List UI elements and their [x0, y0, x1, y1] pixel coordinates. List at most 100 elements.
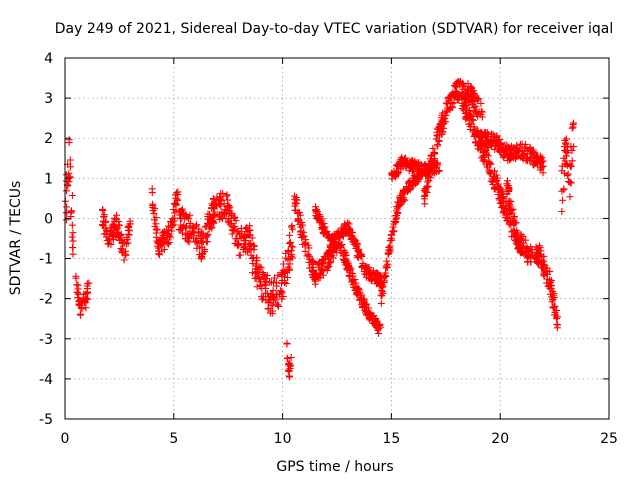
y-tick-label: 4 [44, 51, 53, 67]
data-point [533, 158, 541, 166]
data-point [282, 280, 290, 287]
data-point [166, 233, 173, 241]
data-point [469, 116, 477, 124]
data-point [68, 233, 76, 241]
data-point [315, 274, 323, 282]
data-point [437, 119, 445, 127]
data-point [376, 322, 384, 329]
x-tick-label: 0 [61, 431, 70, 447]
data-point [567, 162, 575, 170]
data-point [463, 110, 471, 118]
data-point [117, 232, 124, 240]
x-tick-label: 20 [491, 431, 509, 447]
data-point [401, 189, 409, 197]
data-point [336, 243, 344, 251]
data-point [183, 231, 191, 239]
data-point [174, 188, 182, 196]
data-point [520, 151, 527, 159]
data-point [429, 144, 437, 152]
chart-title: Day 249 of 2021, Sidereal Day-to-day VTE… [55, 21, 613, 37]
data-point [424, 182, 432, 190]
data-point [270, 294, 278, 302]
data-point [152, 233, 160, 241]
data-point [507, 198, 515, 206]
data-point [287, 354, 295, 361]
data-point [416, 167, 424, 175]
data-point [441, 114, 449, 122]
data-point [475, 95, 483, 103]
data-point [184, 237, 192, 245]
data-point [390, 228, 397, 236]
data-point [186, 219, 194, 227]
data-point [331, 238, 339, 246]
data-point [498, 186, 505, 194]
data-point [491, 167, 498, 175]
data-point [269, 307, 277, 315]
data-point [482, 137, 490, 145]
data-point [107, 226, 115, 234]
data-point [550, 303, 558, 311]
data-point [291, 192, 298, 200]
data-point [365, 274, 373, 282]
data-point [438, 130, 446, 138]
data-point [507, 150, 515, 158]
data-point [246, 231, 254, 239]
data-point [379, 289, 387, 297]
data-point [366, 270, 374, 278]
data-point [149, 200, 157, 208]
data-point [541, 261, 549, 269]
data-point [65, 136, 73, 144]
data-point [84, 289, 91, 297]
data-point [478, 142, 486, 150]
data-point [120, 256, 128, 264]
data-point [211, 211, 219, 219]
y-tick-label: 2 [44, 131, 53, 147]
data-point [538, 154, 546, 161]
data-point [320, 220, 328, 227]
data-point [558, 167, 566, 175]
data-point [487, 169, 495, 177]
data-point [286, 231, 293, 239]
data-point [431, 149, 439, 156]
data-point [77, 299, 85, 307]
data-point [352, 237, 360, 245]
data-point [242, 237, 250, 245]
data-point [272, 278, 280, 286]
data-point [68, 192, 76, 199]
data-point [284, 274, 292, 281]
data-point [203, 232, 211, 240]
data-point [197, 254, 205, 262]
data-point [516, 234, 524, 242]
data-point [377, 299, 385, 307]
data-point [337, 247, 345, 255]
data-point [364, 304, 372, 312]
data-point [503, 190, 511, 198]
data-point [536, 244, 544, 252]
data-point [433, 142, 441, 150]
data-point [493, 133, 500, 141]
data-point [159, 239, 167, 247]
data-point [65, 169, 73, 177]
data-point [381, 269, 389, 277]
data-point [85, 279, 93, 287]
data-point [178, 229, 186, 237]
data-point [467, 84, 475, 92]
data-point [215, 196, 223, 204]
data-point [498, 194, 506, 202]
data-point [477, 99, 485, 107]
data-point [470, 90, 478, 98]
data-point [81, 296, 89, 304]
x-tick-label: 15 [382, 431, 400, 447]
data-point [411, 175, 419, 183]
data-point [66, 174, 74, 182]
data-point [380, 273, 388, 281]
data-point [373, 317, 381, 325]
data-point [275, 302, 282, 310]
data-point [316, 270, 324, 278]
data-point [72, 272, 80, 280]
data-point [117, 245, 125, 252]
y-tick-label: -4 [39, 372, 53, 388]
data-point [346, 266, 354, 274]
data-point [237, 224, 245, 232]
data-point [119, 246, 126, 254]
